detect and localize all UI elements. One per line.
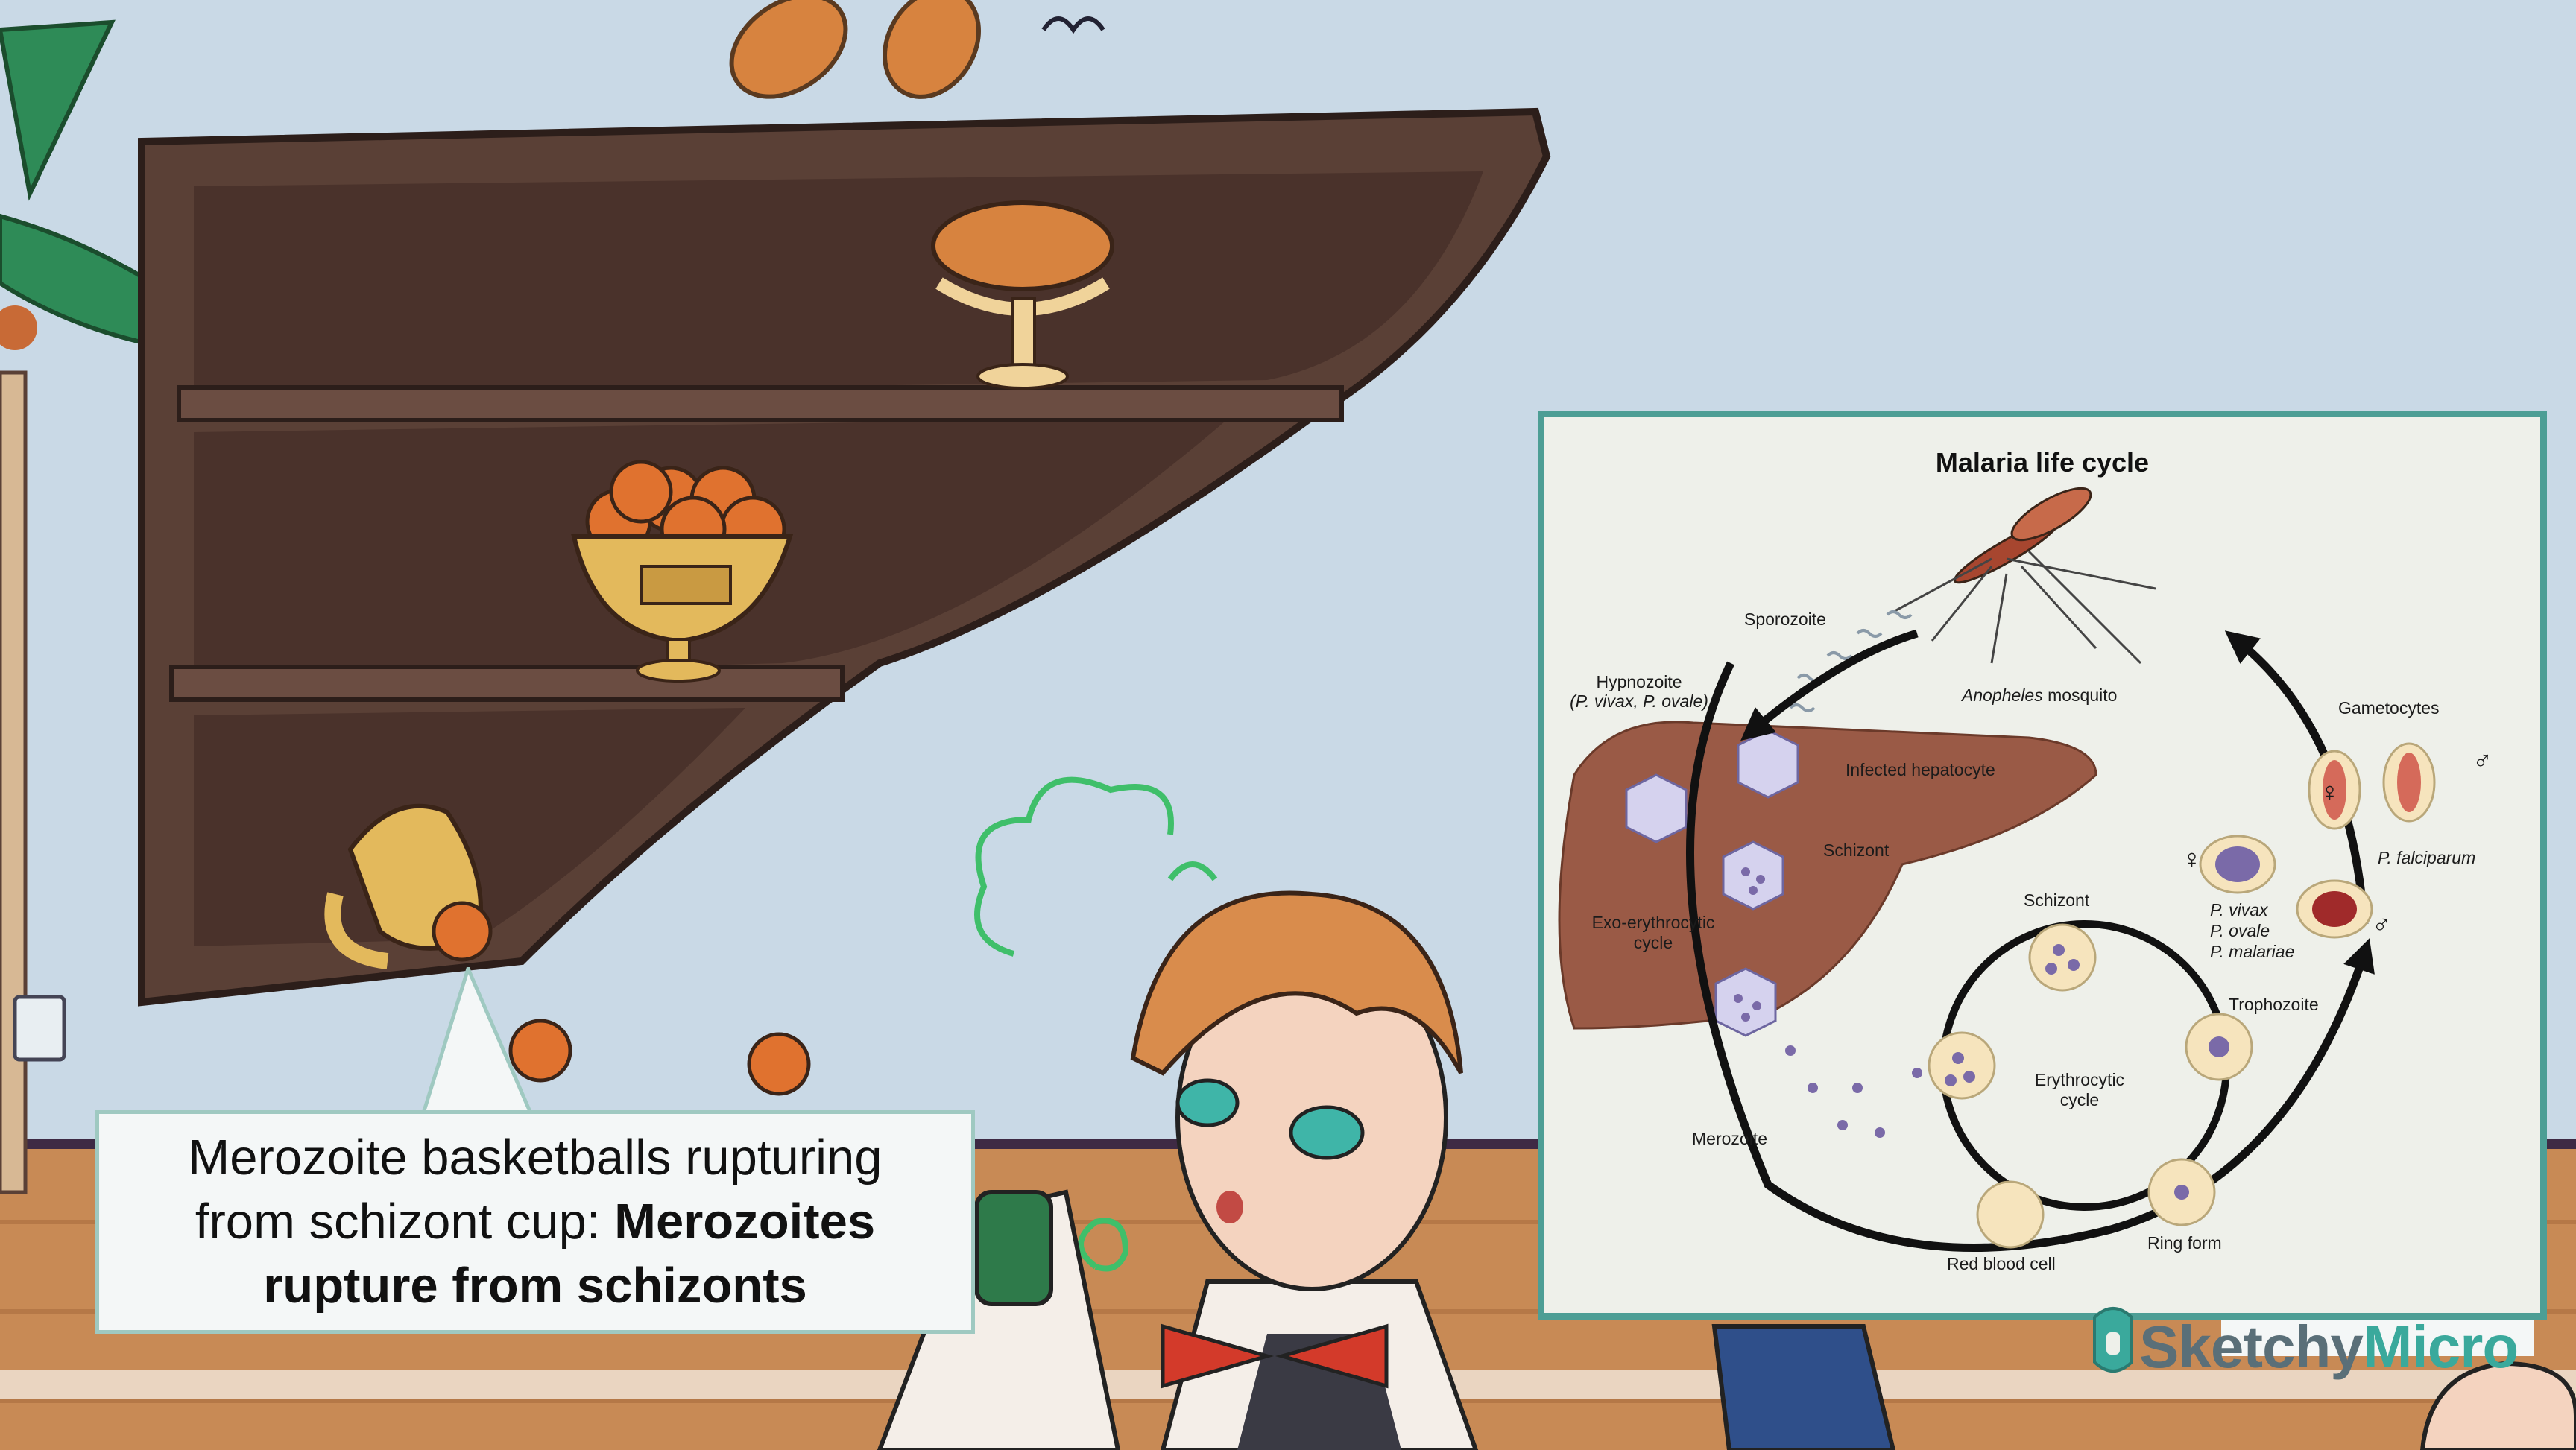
- label-exo-cycle: Exo-erythrocytic: [1591, 913, 1715, 932]
- sporozoite-squiggles: [1789, 610, 1913, 712]
- life-cycle-drawing: [1558, 487, 2436, 1252]
- outlet-illustration: [13, 995, 66, 1062]
- logo-text-sketchy: Sketchy: [2139, 1314, 2364, 1380]
- label-trophozoite: Trophozoite: [2229, 995, 2319, 1014]
- gametocyte-stain: [2215, 753, 2421, 927]
- logo-icon: [2093, 1307, 2133, 1373]
- label-p-malariae: P. malariae: [2210, 942, 2295, 961]
- label-p-vivax: P. vivax: [2210, 900, 2268, 919]
- label-exo-cycle-2: cycle: [1633, 933, 1673, 952]
- label-red-blood-cell: Red blood cell: [1947, 1254, 2056, 1273]
- label-infected-hepatocyte: Infected hepatocyte: [1846, 760, 1995, 779]
- label-mosquito: Anopheles mosquito: [1962, 686, 2118, 705]
- merozoite-dots: [1734, 867, 1922, 1138]
- sketchymicro-logo: SketchyMicro: [2087, 1302, 2519, 1392]
- schizont-cup-illustration: [571, 460, 794, 683]
- malaria-life-cycle-panel: Malaria life cycle Sporozoite Anopheles …: [1538, 411, 2547, 1320]
- merozoite-balls: [508, 1019, 811, 1096]
- caption-pointer: [420, 967, 534, 1116]
- label-hypnozoite: Hypnozoite: [1596, 672, 1682, 691]
- label-p-falciparum: P. falciparum: [2378, 848, 2476, 867]
- label-erythrocytic-cycle: Erythrocytic: [2034, 1070, 2125, 1089]
- caption-line-3: rupture from schizonts: [263, 1258, 807, 1314]
- label-merozoite: Merozoite: [1692, 1129, 1767, 1148]
- mosquito-illustration: [1894, 487, 2156, 665]
- label-gametocytes: Gametocytes: [2338, 698, 2440, 718]
- diagram-title: Malaria life cycle: [1935, 447, 2150, 478]
- football-trophy-illustration: [931, 200, 1114, 390]
- female-symbol-2: ♀: [2182, 843, 2202, 874]
- label-erythrocytic-cycle-2: cycle: [2059, 1090, 2100, 1109]
- male-symbol-1: ♂: [2472, 745, 2493, 776]
- label-schizont-liver: Schizont: [1823, 840, 1890, 860]
- character-illustration: [877, 890, 1479, 1450]
- liver-illustration: [1558, 721, 2097, 1030]
- label-ring-form: Ring form: [2147, 1233, 2222, 1253]
- label-p-ovale: P. ovale: [2210, 921, 2270, 940]
- female-symbol-1: ♀: [2320, 776, 2340, 807]
- label-hypnozoite-species: (P. vivax, P. ovale): [1570, 691, 1708, 711]
- label-sporozoite: Sporozoite: [1744, 610, 1826, 629]
- caption-box: Merozoite basketballs rupturing from sch…: [95, 1110, 975, 1334]
- label-schizont-rbc: Schizont: [2024, 890, 2090, 910]
- logo-text-micro: Micro: [2362, 1314, 2519, 1380]
- parasite-spots: [1945, 944, 2229, 1200]
- broken-cup-illustration: [324, 803, 493, 969]
- smoke-illustration: [974, 776, 1218, 1272]
- caption-line-1: Merozoite basketballs rupturing: [188, 1130, 883, 1185]
- male-symbol-2: ♂: [2372, 909, 2392, 940]
- caption-line-2: from schizont cup: Merozoites: [195, 1194, 876, 1250]
